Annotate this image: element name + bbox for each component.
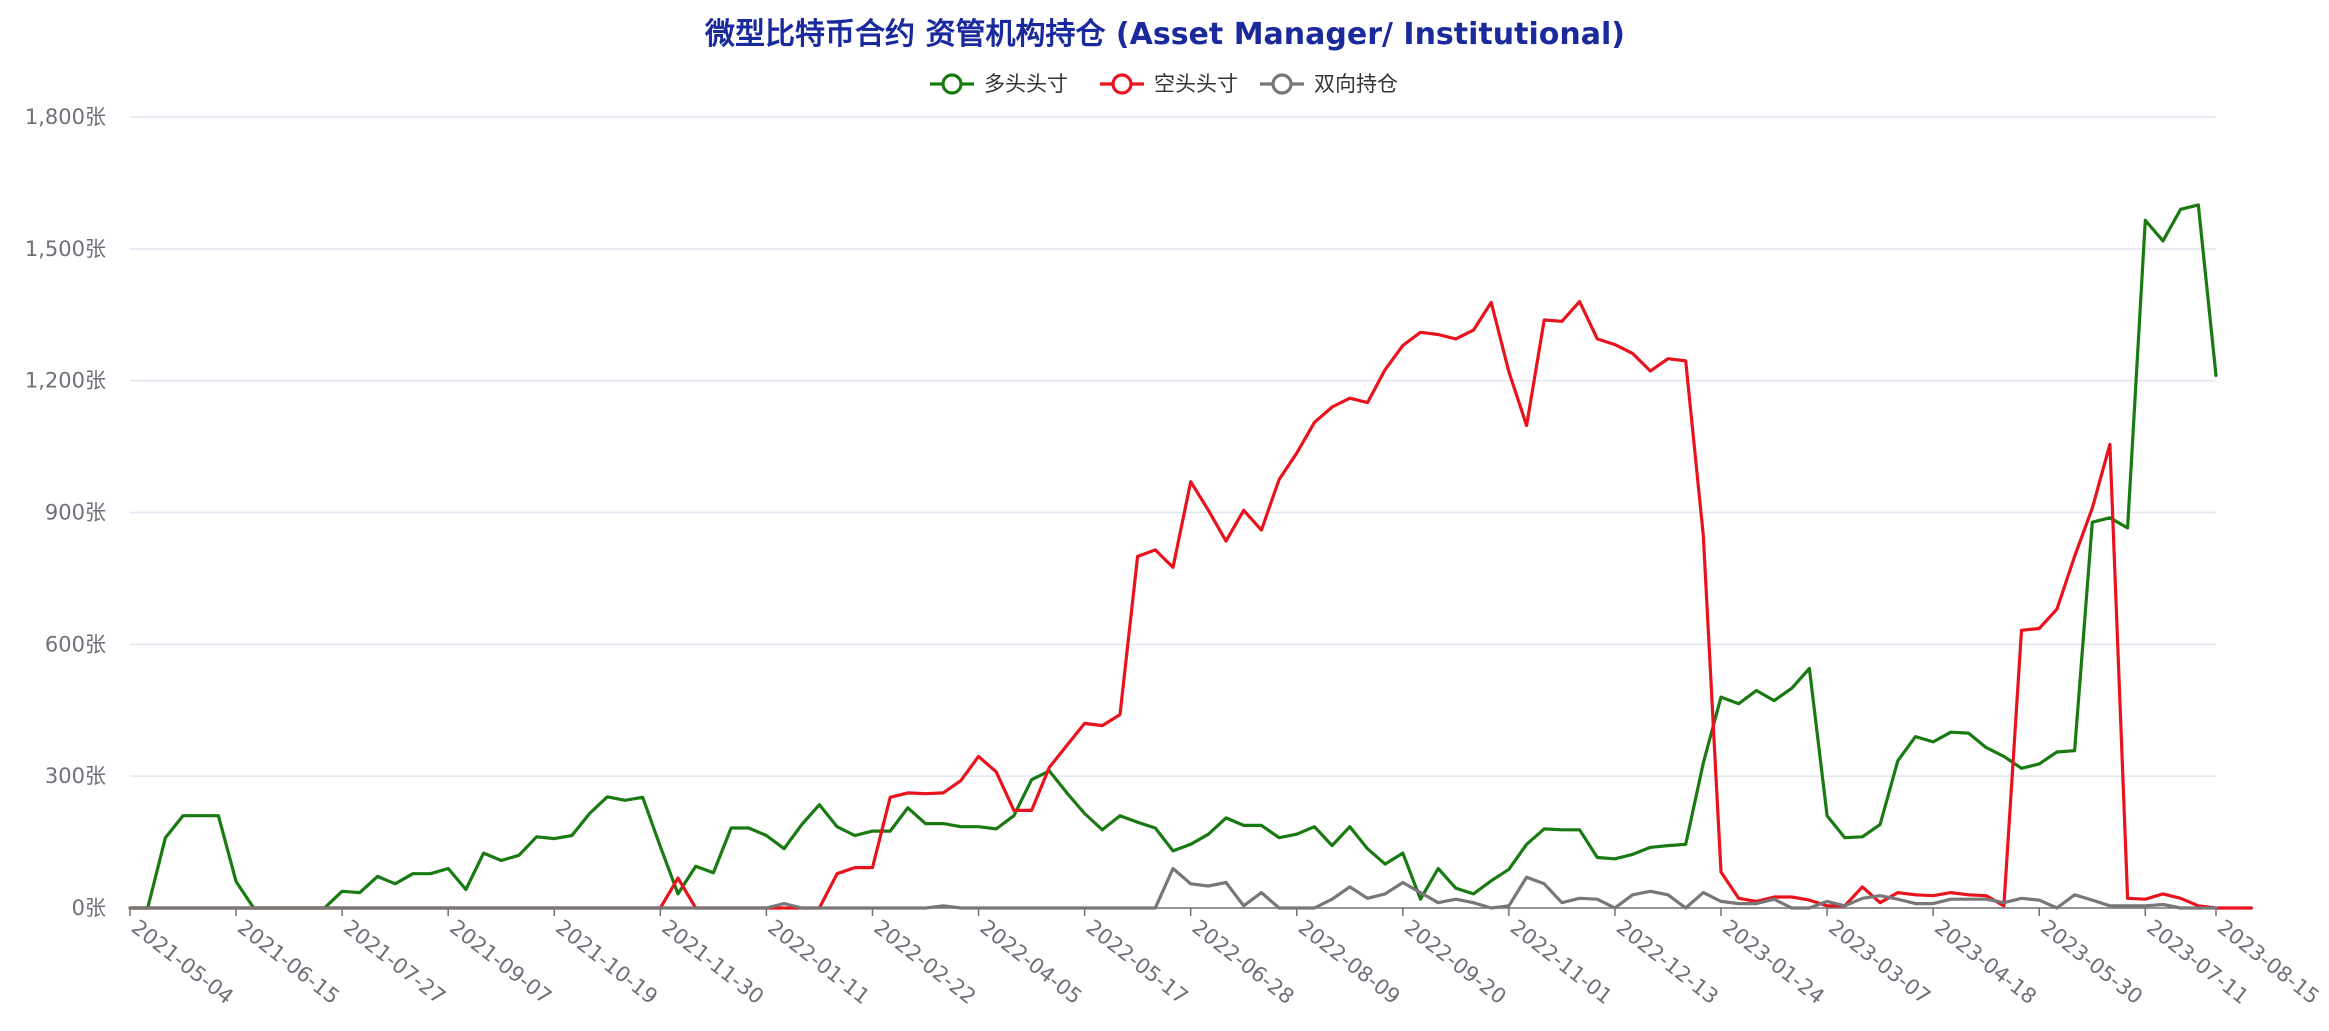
legend-item-0[interactable]: 多头头寸 [930, 72, 1068, 96]
chart-title: 微型比特币合约 资管机构持仓 (Asset Manager/ Instituti… [704, 17, 1625, 52]
y-tick-label: 0张 [72, 896, 106, 920]
x-tick-label: 2023-05-30 [2036, 915, 2147, 1009]
legend-circle-icon [1271, 73, 1293, 95]
series-line-0 [128, 203, 2218, 910]
x-tick-label: 2022-04-05 [975, 915, 1086, 1009]
x-tick-label: 2023-04-18 [1930, 915, 2041, 1009]
x-tick-label: 2021-05-04 [127, 915, 238, 1009]
x-tick-label: 2022-08-09 [1294, 915, 1405, 1009]
x-tick-label: 2021-11-30 [657, 915, 768, 1009]
series-line-2 [128, 866, 2218, 910]
y-tick-label: 600张 [45, 632, 106, 656]
y-tick-label: 900张 [45, 501, 106, 525]
legend-label: 多头头寸 [984, 72, 1068, 96]
legend-circle-icon [1111, 73, 1133, 95]
legend-item-2[interactable]: 双向持仓 [1260, 72, 1398, 96]
legend-circle-icon [941, 73, 963, 95]
x-tick-label: 2022-05-17 [1082, 915, 1193, 1009]
x-tick-label: 2022-06-28 [1188, 915, 1299, 1009]
x-tick-label: 2022-02-22 [869, 915, 980, 1009]
grid [130, 116, 2216, 777]
x-tick-label: 2023-01-24 [1718, 915, 1829, 1009]
x-tick-label: 2021-09-07 [445, 915, 556, 1009]
x-tick-label: 2023-03-07 [1824, 915, 1935, 1009]
legend-label: 空头头寸 [1154, 72, 1238, 96]
y-tick-label: 300张 [45, 764, 106, 788]
x-tick-label: 2022-01-11 [763, 915, 874, 1009]
legend-item-1[interactable]: 空头头寸 [1100, 72, 1238, 96]
x-tick-label: 2022-11-01 [1506, 915, 1617, 1009]
x-tick-label: 2022-12-13 [1612, 915, 1723, 1009]
x-tick-label: 2021-10-19 [551, 915, 662, 1009]
series-layer [128, 203, 2253, 910]
x-tick-label: 2022-09-20 [1400, 915, 1511, 1009]
y-tick-label: 1,500张 [25, 237, 106, 261]
legend[interactable]: 多头头寸 空头头寸 双向持仓 [930, 72, 1398, 96]
y-tick-label: 1,800张 [25, 105, 106, 129]
x-tick-label: 2021-06-15 [233, 915, 344, 1009]
x-tick-label: 2021-07-27 [339, 915, 450, 1009]
y-tick-label: 1,200张 [25, 369, 106, 393]
legend-label: 双向持仓 [1314, 72, 1398, 96]
series-line-1 [128, 300, 2253, 910]
x-axis: 2021-05-042021-06-152021-07-272021-09-07… [127, 907, 2324, 1009]
y-axis: 0张 300张 600张 900张 1,200张 1,500张 1,800张 [25, 105, 106, 920]
